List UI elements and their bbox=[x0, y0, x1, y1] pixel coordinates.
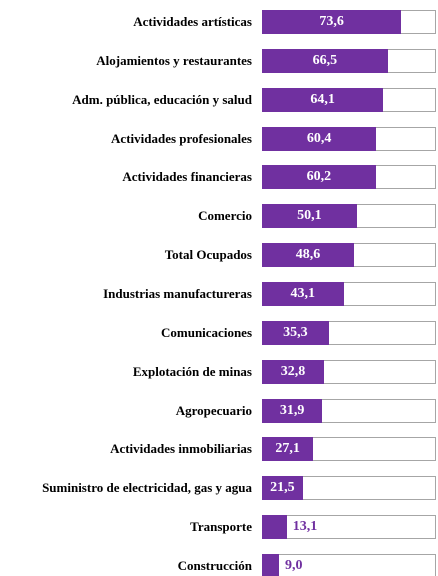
category-text: Comunicaciones bbox=[161, 324, 252, 340]
value-label: 50,1 bbox=[297, 208, 322, 224]
value-label: 9,0 bbox=[285, 558, 303, 574]
category-text: Actividades artísticas bbox=[133, 14, 252, 29]
value-label: 48,6 bbox=[295, 247, 321, 263]
value-label: 31,9 bbox=[279, 402, 305, 418]
category-label: Actividades inmobiliarias bbox=[0, 429, 252, 469]
bar bbox=[262, 437, 314, 462]
value-label: 32,8 bbox=[280, 363, 306, 379]
value-label: 66,5 bbox=[312, 52, 338, 68]
bar bbox=[262, 48, 388, 73]
category-label: Explotación de minas bbox=[0, 352, 252, 392]
category-text: Agropecuario bbox=[175, 402, 252, 418]
category-label: Adm. pública, educación y salud bbox=[0, 80, 252, 120]
bar bbox=[262, 476, 303, 501]
category-text: Adm. pública, educación y salud bbox=[72, 91, 252, 107]
value-label: 64,1 bbox=[310, 91, 335, 107]
category-text: Industrias manufactureras bbox=[103, 286, 252, 302]
category-label: Industrias manufactureras bbox=[0, 274, 252, 314]
category-text: Transporte bbox=[190, 519, 252, 535]
category-text: Explotación de minas bbox=[132, 363, 252, 379]
bar bbox=[262, 243, 354, 268]
category-text: Construcción bbox=[177, 558, 252, 574]
value-label: 27,1 bbox=[275, 441, 300, 457]
category-label: Suministro de electricidad, gas y agua bbox=[0, 468, 252, 508]
value-label: 13,1 bbox=[292, 519, 318, 535]
category-text: Actividades financieras bbox=[122, 169, 252, 185]
category-text: Suministro de electricidad, gas y agua bbox=[42, 480, 252, 496]
category-label: Actividades financieras bbox=[0, 157, 252, 197]
bar bbox=[262, 398, 323, 423]
category-label: Actividades profesionales bbox=[0, 119, 252, 159]
bar bbox=[262, 515, 287, 540]
category-text: Total Ocupados bbox=[164, 247, 252, 263]
category-label: Alojamientos y restaurantes bbox=[0, 41, 252, 81]
category-text: Actividades inmobiliarias bbox=[110, 441, 252, 457]
category-label: Transporte bbox=[0, 507, 252, 547]
category-label: Actividades artísticas bbox=[0, 2, 252, 42]
bar bbox=[262, 87, 384, 112]
value-label: 60,2 bbox=[306, 169, 332, 185]
bar bbox=[262, 204, 357, 229]
value-label: 35,3 bbox=[283, 324, 308, 340]
bar bbox=[262, 320, 329, 345]
bar bbox=[262, 165, 376, 190]
value-label: 43,1 bbox=[290, 286, 316, 302]
category-label: Comercio bbox=[0, 196, 252, 236]
category-text: Comercio bbox=[198, 208, 252, 224]
category-label: Total Ocupados bbox=[0, 235, 252, 275]
bar bbox=[262, 554, 280, 576]
category-label: Agropecuario bbox=[0, 391, 252, 431]
bar bbox=[262, 359, 325, 384]
bar bbox=[262, 282, 344, 307]
bar bbox=[262, 10, 402, 34]
value-label: 60,4 bbox=[306, 130, 332, 146]
value-label: 73,6 bbox=[319, 14, 344, 29]
category-label: Construcción bbox=[0, 546, 252, 576]
track bbox=[262, 515, 436, 540]
category-text: Alojamientos y restaurantes bbox=[96, 52, 252, 68]
value-label: 21,5 bbox=[270, 480, 295, 496]
category-label: Comunicaciones bbox=[0, 313, 252, 353]
category-text: Actividades profesionales bbox=[111, 130, 252, 146]
bar bbox=[262, 126, 377, 151]
